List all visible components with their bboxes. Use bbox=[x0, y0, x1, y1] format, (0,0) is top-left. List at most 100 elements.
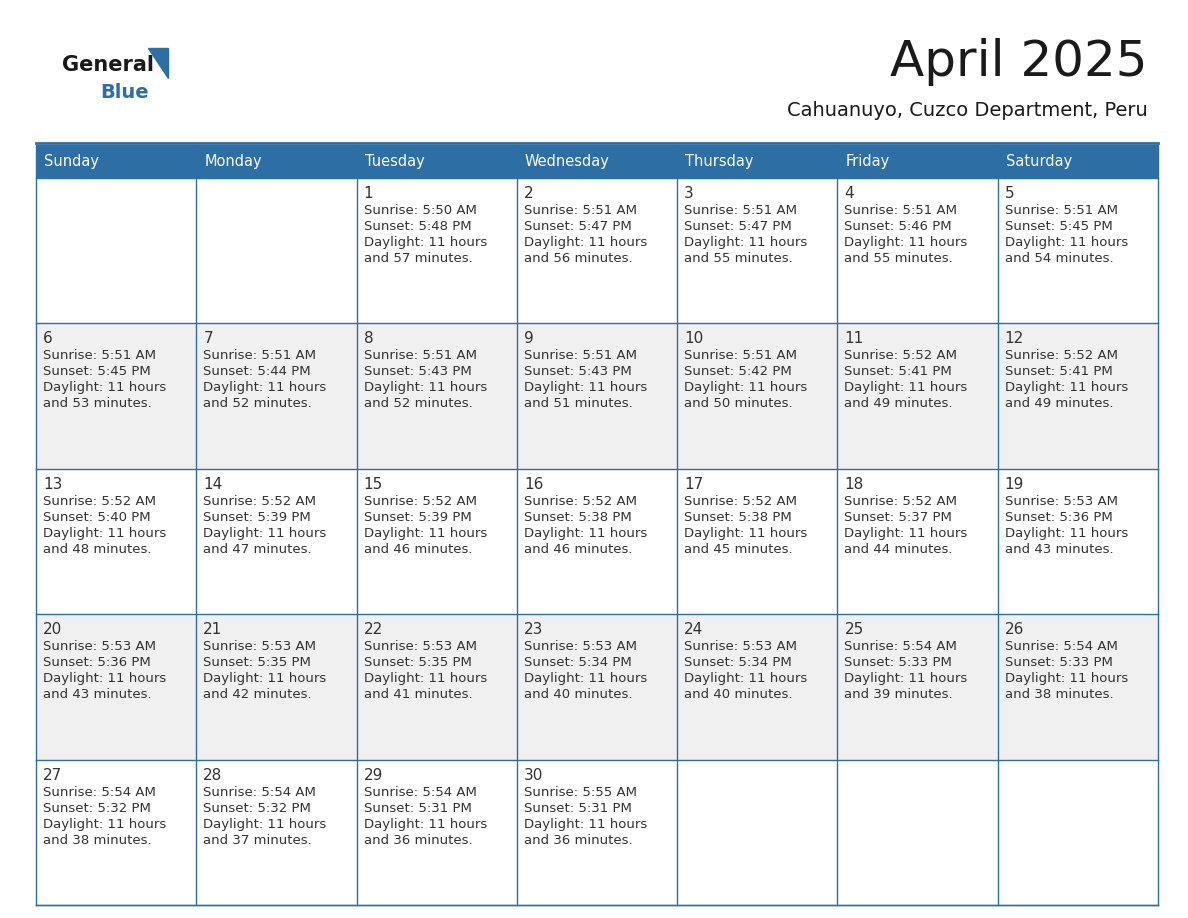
Text: Sunrise: 5:54 AM: Sunrise: 5:54 AM bbox=[1005, 640, 1118, 654]
Text: Daylight: 11 hours: Daylight: 11 hours bbox=[845, 381, 968, 395]
Text: Daylight: 11 hours: Daylight: 11 hours bbox=[524, 381, 647, 395]
Bar bbox=[196, 759, 356, 905]
Text: Sunset: 5:32 PM: Sunset: 5:32 PM bbox=[43, 801, 151, 814]
Text: 17: 17 bbox=[684, 476, 703, 492]
Text: Sunrise: 5:52 AM: Sunrise: 5:52 AM bbox=[203, 495, 316, 508]
Bar bbox=[517, 145, 677, 178]
Text: Daylight: 11 hours: Daylight: 11 hours bbox=[43, 381, 166, 395]
Text: Sunrise: 5:53 AM: Sunrise: 5:53 AM bbox=[1005, 495, 1118, 508]
Text: Sunrise: 5:51 AM: Sunrise: 5:51 AM bbox=[524, 350, 637, 363]
Text: Sunrise: 5:50 AM: Sunrise: 5:50 AM bbox=[364, 204, 476, 217]
Text: Sunset: 5:44 PM: Sunset: 5:44 PM bbox=[203, 365, 311, 378]
Text: Sunset: 5:43 PM: Sunset: 5:43 PM bbox=[524, 365, 632, 378]
Polygon shape bbox=[148, 48, 168, 78]
Text: Daylight: 11 hours: Daylight: 11 hours bbox=[1005, 236, 1127, 249]
Text: Daylight: 11 hours: Daylight: 11 hours bbox=[364, 381, 487, 395]
Text: Sunrise: 5:52 AM: Sunrise: 5:52 AM bbox=[845, 495, 958, 508]
Text: 16: 16 bbox=[524, 476, 543, 492]
Bar bbox=[196, 323, 356, 469]
Text: and 49 minutes.: and 49 minutes. bbox=[845, 397, 953, 410]
Bar bbox=[838, 614, 998, 759]
Bar bbox=[998, 145, 1158, 178]
Bar bbox=[196, 614, 356, 759]
Text: Saturday: Saturday bbox=[1006, 154, 1072, 169]
Text: Daylight: 11 hours: Daylight: 11 hours bbox=[845, 236, 968, 249]
Text: 12: 12 bbox=[1005, 331, 1024, 346]
Text: 9: 9 bbox=[524, 331, 533, 346]
Text: and 52 minutes.: and 52 minutes. bbox=[203, 397, 312, 410]
Text: Daylight: 11 hours: Daylight: 11 hours bbox=[43, 527, 166, 540]
Text: and 36 minutes.: and 36 minutes. bbox=[364, 834, 472, 846]
Text: Sunset: 5:41 PM: Sunset: 5:41 PM bbox=[845, 365, 952, 378]
Bar bbox=[677, 614, 838, 759]
Text: Daylight: 11 hours: Daylight: 11 hours bbox=[1005, 381, 1127, 395]
Text: 13: 13 bbox=[43, 476, 63, 492]
Text: and 47 minutes.: and 47 minutes. bbox=[203, 543, 312, 555]
Text: 10: 10 bbox=[684, 331, 703, 346]
Bar bbox=[356, 614, 517, 759]
Bar bbox=[196, 178, 356, 323]
Text: 27: 27 bbox=[43, 767, 62, 783]
Bar bbox=[196, 469, 356, 614]
Bar bbox=[356, 469, 517, 614]
Text: and 46 minutes.: and 46 minutes. bbox=[524, 543, 632, 555]
Text: Sunset: 5:45 PM: Sunset: 5:45 PM bbox=[43, 365, 151, 378]
Bar bbox=[36, 145, 196, 178]
Text: 28: 28 bbox=[203, 767, 222, 783]
Text: Sunset: 5:36 PM: Sunset: 5:36 PM bbox=[43, 656, 151, 669]
Text: and 51 minutes.: and 51 minutes. bbox=[524, 397, 632, 410]
Text: Daylight: 11 hours: Daylight: 11 hours bbox=[364, 818, 487, 831]
Text: and 45 minutes.: and 45 minutes. bbox=[684, 543, 792, 555]
Text: Sunset: 5:33 PM: Sunset: 5:33 PM bbox=[845, 656, 953, 669]
Text: and 50 minutes.: and 50 minutes. bbox=[684, 397, 792, 410]
Bar bbox=[517, 614, 677, 759]
Text: 3: 3 bbox=[684, 186, 694, 201]
Text: Sunrise: 5:52 AM: Sunrise: 5:52 AM bbox=[1005, 350, 1118, 363]
Text: 20: 20 bbox=[43, 622, 62, 637]
Text: Sunset: 5:47 PM: Sunset: 5:47 PM bbox=[524, 220, 632, 233]
Bar bbox=[356, 323, 517, 469]
Text: 15: 15 bbox=[364, 476, 383, 492]
Text: Daylight: 11 hours: Daylight: 11 hours bbox=[845, 527, 968, 540]
Text: and 46 minutes.: and 46 minutes. bbox=[364, 543, 472, 555]
Text: Tuesday: Tuesday bbox=[365, 154, 424, 169]
Text: and 44 minutes.: and 44 minutes. bbox=[845, 543, 953, 555]
Text: and 38 minutes.: and 38 minutes. bbox=[43, 834, 152, 846]
Text: Sunrise: 5:51 AM: Sunrise: 5:51 AM bbox=[43, 350, 156, 363]
Text: 14: 14 bbox=[203, 476, 222, 492]
Text: Sunset: 5:47 PM: Sunset: 5:47 PM bbox=[684, 220, 792, 233]
Text: Daylight: 11 hours: Daylight: 11 hours bbox=[364, 672, 487, 685]
Text: Sunrise: 5:55 AM: Sunrise: 5:55 AM bbox=[524, 786, 637, 799]
Text: Daylight: 11 hours: Daylight: 11 hours bbox=[364, 236, 487, 249]
Text: General: General bbox=[62, 55, 154, 75]
Text: and 41 minutes.: and 41 minutes. bbox=[364, 688, 472, 701]
Bar bbox=[998, 469, 1158, 614]
Text: Sunrise: 5:52 AM: Sunrise: 5:52 AM bbox=[364, 495, 476, 508]
Text: and 42 minutes.: and 42 minutes. bbox=[203, 688, 312, 701]
Text: Sunset: 5:41 PM: Sunset: 5:41 PM bbox=[1005, 365, 1112, 378]
Text: and 55 minutes.: and 55 minutes. bbox=[684, 252, 792, 265]
Text: and 37 minutes.: and 37 minutes. bbox=[203, 834, 312, 846]
Text: Sunrise: 5:51 AM: Sunrise: 5:51 AM bbox=[364, 350, 476, 363]
Text: Blue: Blue bbox=[100, 84, 148, 103]
Bar bbox=[36, 759, 196, 905]
Text: Monday: Monday bbox=[204, 154, 261, 169]
Text: 25: 25 bbox=[845, 622, 864, 637]
Text: 11: 11 bbox=[845, 331, 864, 346]
Text: and 39 minutes.: and 39 minutes. bbox=[845, 688, 953, 701]
Text: 19: 19 bbox=[1005, 476, 1024, 492]
Text: 6: 6 bbox=[43, 331, 52, 346]
Text: Thursday: Thursday bbox=[685, 154, 753, 169]
Bar bbox=[998, 759, 1158, 905]
Text: Daylight: 11 hours: Daylight: 11 hours bbox=[524, 527, 647, 540]
Text: 7: 7 bbox=[203, 331, 213, 346]
Text: and 40 minutes.: and 40 minutes. bbox=[524, 688, 632, 701]
Text: and 49 minutes.: and 49 minutes. bbox=[1005, 397, 1113, 410]
Text: Daylight: 11 hours: Daylight: 11 hours bbox=[684, 672, 808, 685]
Text: Sunset: 5:38 PM: Sunset: 5:38 PM bbox=[684, 510, 792, 524]
Text: 18: 18 bbox=[845, 476, 864, 492]
Text: 23: 23 bbox=[524, 622, 543, 637]
Text: Sunrise: 5:51 AM: Sunrise: 5:51 AM bbox=[1005, 204, 1118, 217]
Bar bbox=[517, 759, 677, 905]
Text: Sunrise: 5:53 AM: Sunrise: 5:53 AM bbox=[524, 640, 637, 654]
